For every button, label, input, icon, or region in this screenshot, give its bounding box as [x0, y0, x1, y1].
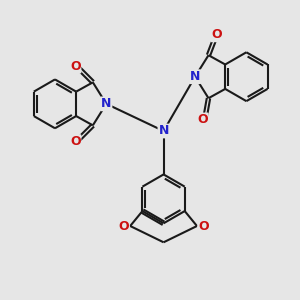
Text: O: O [118, 220, 129, 233]
Text: N: N [158, 124, 169, 137]
Text: O: O [197, 113, 208, 126]
Text: O: O [70, 60, 80, 73]
Text: O: O [198, 220, 209, 233]
Text: N: N [190, 70, 200, 83]
Text: N: N [101, 98, 112, 110]
Text: O: O [70, 135, 80, 148]
Text: O: O [211, 28, 222, 41]
